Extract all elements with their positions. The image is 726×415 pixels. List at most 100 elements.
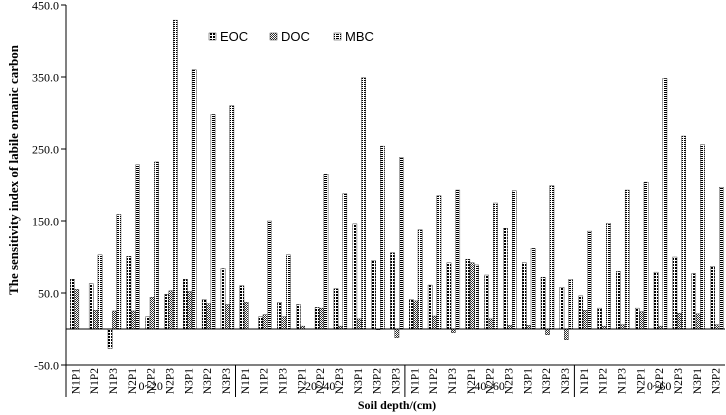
bar-eoc bbox=[296, 304, 301, 330]
x-tick-label: N2P2 bbox=[315, 368, 327, 394]
bar-mbc bbox=[173, 19, 178, 330]
bar-eoc bbox=[183, 279, 188, 330]
x-tick-label: N2P3 bbox=[165, 368, 177, 394]
bar-eoc bbox=[239, 285, 245, 330]
y-tick-label: 350.0 bbox=[32, 71, 59, 85]
bar-doc bbox=[639, 311, 644, 330]
bar-mbc bbox=[662, 78, 668, 330]
bar-eoc bbox=[484, 274, 489, 330]
bar-doc bbox=[243, 302, 249, 330]
bar-doc bbox=[112, 310, 117, 330]
bar-doc bbox=[507, 325, 513, 330]
x-tick-label: N1P3 bbox=[278, 368, 290, 394]
bar-eoc bbox=[126, 256, 132, 330]
bar-mbc bbox=[116, 214, 122, 330]
bar-mbc bbox=[587, 230, 592, 330]
bar-mbc bbox=[267, 220, 272, 330]
bar-eoc bbox=[88, 283, 94, 330]
x-tick-label: N3P1 bbox=[353, 368, 365, 394]
bar-doc bbox=[564, 328, 569, 340]
bar-doc bbox=[677, 312, 682, 330]
legend-label-mbc: MBC bbox=[345, 29, 374, 44]
bar-eoc bbox=[522, 262, 527, 330]
bar-mbc bbox=[606, 222, 611, 330]
legend: EOC DOC MBC bbox=[208, 29, 374, 44]
legend-swatch-mbc bbox=[333, 32, 342, 41]
legend-swatch-doc bbox=[269, 32, 278, 41]
bar-mbc bbox=[97, 254, 103, 330]
x-tick-label: N1P3 bbox=[108, 368, 120, 394]
bar-mbc bbox=[342, 193, 348, 330]
y-axis: -50.0 50.0 150.0 250.0 350.0 450.0 bbox=[32, 0, 67, 373]
bar-mbc bbox=[380, 145, 385, 330]
bar-eoc bbox=[107, 328, 113, 349]
x-tick-label: N2P1 bbox=[296, 368, 308, 394]
bar-doc bbox=[206, 303, 211, 330]
x-tick-label: N1P3 bbox=[616, 368, 628, 394]
bar-doc bbox=[582, 310, 588, 330]
bar-eoc bbox=[145, 316, 150, 330]
x-tick-label: N2P1 bbox=[127, 368, 139, 394]
bar-mbc bbox=[474, 264, 479, 330]
group-label: 0~60 bbox=[647, 379, 672, 393]
y-axis-title: The sensitivity index of labile ornanic … bbox=[6, 44, 21, 295]
x-tick-label: N2P3 bbox=[504, 368, 516, 394]
x-tick-label: N2P2 bbox=[654, 368, 666, 394]
y-tick-label: 50.0 bbox=[38, 287, 59, 301]
y-tick-label: 150.0 bbox=[32, 215, 59, 229]
bar-mbc bbox=[455, 189, 461, 330]
x-tick-label: N3P1 bbox=[692, 368, 704, 394]
bar-eoc bbox=[371, 260, 376, 330]
bar-doc bbox=[131, 310, 136, 330]
x-tick-label: N1P2 bbox=[598, 368, 610, 394]
bar-eoc bbox=[164, 294, 169, 330]
bar-doc bbox=[187, 291, 193, 330]
x-tick-label: N3P1 bbox=[522, 368, 534, 394]
x-tick-label: N3P2 bbox=[372, 368, 384, 394]
bar-mbc bbox=[286, 254, 291, 330]
x-tick-label: N3P3 bbox=[560, 368, 572, 394]
bar-mbc bbox=[323, 174, 329, 330]
x-tick-label: N1P1 bbox=[70, 368, 82, 394]
bar-mbc bbox=[135, 164, 140, 330]
bar-eoc bbox=[409, 299, 414, 330]
x-tick-label: N1P3 bbox=[447, 368, 459, 394]
group-label: 20~40 bbox=[305, 379, 336, 393]
bar-doc bbox=[319, 307, 324, 330]
x-tick-label: N2P1 bbox=[466, 368, 478, 394]
x-axis: N1P1 N1P2 N1P3 N2P1 N2P2 N2P3 N3P1 N3P2 N3P3 0~20… bbox=[65, 328, 725, 397]
bar-doc bbox=[356, 318, 362, 330]
bar-doc bbox=[695, 313, 701, 330]
x-tick-label: N1P1 bbox=[240, 368, 252, 394]
bar-eoc bbox=[616, 271, 621, 330]
bar-doc bbox=[149, 297, 155, 330]
x-tick-label: N2P2 bbox=[485, 368, 497, 394]
bar-doc bbox=[526, 325, 531, 330]
bar-eoc bbox=[653, 271, 659, 330]
bar-mbc bbox=[191, 69, 197, 330]
bar-doc bbox=[168, 290, 174, 330]
bar-eoc bbox=[465, 258, 471, 330]
bar-doc bbox=[620, 324, 626, 330]
bar-eoc bbox=[427, 284, 433, 330]
bar-eoc bbox=[634, 307, 640, 330]
bar-doc bbox=[488, 318, 494, 330]
bar-mbc bbox=[229, 105, 235, 330]
x-tick-label: N3P3 bbox=[391, 368, 403, 394]
x-tick-label: N3P1 bbox=[183, 368, 195, 394]
bar-eoc bbox=[503, 228, 508, 330]
bar-eoc bbox=[597, 307, 602, 330]
legend-label-doc: DOC bbox=[281, 29, 310, 44]
bar-mbc bbox=[700, 144, 705, 330]
bar-eoc bbox=[220, 268, 226, 330]
x-tick-label: N2P3 bbox=[673, 368, 685, 394]
x-tick-label: N1P2 bbox=[259, 368, 271, 394]
x-tick-label: N1P2 bbox=[428, 368, 440, 394]
x-tick-label: N2P1 bbox=[635, 368, 647, 394]
y-tick-label: 250.0 bbox=[32, 143, 59, 157]
bar-doc bbox=[451, 328, 456, 333]
bar-eoc bbox=[710, 266, 715, 330]
bar-eoc bbox=[70, 279, 75, 330]
bar-doc bbox=[262, 314, 268, 330]
bar-doc bbox=[413, 300, 418, 330]
